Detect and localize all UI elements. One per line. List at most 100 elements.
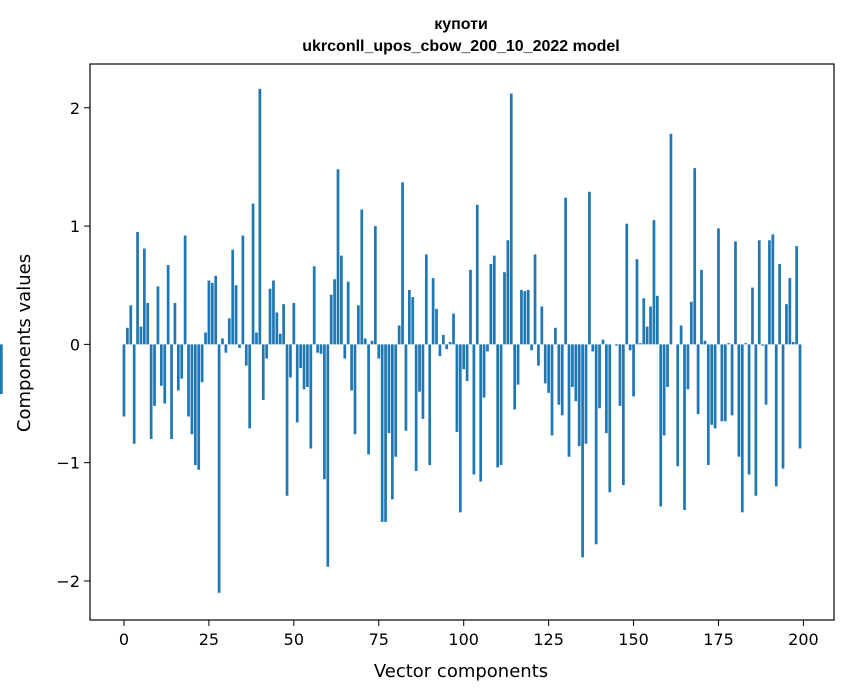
bar bbox=[122, 344, 126, 417]
bar bbox=[166, 265, 170, 345]
bar bbox=[479, 344, 483, 482]
bar bbox=[771, 234, 775, 345]
bar bbox=[306, 344, 309, 387]
bar bbox=[506, 240, 510, 345]
bar bbox=[577, 344, 581, 447]
bar bbox=[574, 344, 578, 402]
bar bbox=[238, 344, 241, 348]
bar bbox=[170, 344, 173, 440]
bar bbox=[340, 255, 343, 345]
bar bbox=[343, 344, 347, 359]
bar bbox=[234, 285, 238, 345]
bar bbox=[584, 344, 588, 444]
bar bbox=[180, 344, 184, 379]
x-tick-label: 0 bbox=[119, 630, 129, 649]
bar bbox=[628, 344, 632, 351]
bar bbox=[278, 333, 282, 345]
bar bbox=[391, 344, 394, 500]
bar bbox=[244, 344, 248, 366]
bar bbox=[217, 344, 221, 593]
bar bbox=[268, 288, 272, 345]
bar bbox=[387, 344, 391, 434]
bar bbox=[149, 344, 153, 440]
x-tick-label: 200 bbox=[788, 630, 819, 649]
x-tick-label: 75 bbox=[369, 630, 389, 649]
bar bbox=[136, 231, 139, 345]
bar bbox=[639, 343, 642, 345]
bar bbox=[486, 344, 489, 352]
bar bbox=[261, 344, 265, 400]
bar bbox=[363, 338, 367, 345]
bar bbox=[703, 340, 707, 345]
bar bbox=[669, 133, 673, 345]
bar bbox=[367, 344, 370, 455]
bar bbox=[618, 344, 622, 406]
bar bbox=[679, 325, 683, 345]
bar bbox=[272, 280, 275, 345]
bar bbox=[496, 344, 500, 468]
bar bbox=[632, 344, 635, 397]
bar bbox=[295, 344, 299, 423]
bar bbox=[706, 344, 710, 466]
bar bbox=[380, 344, 384, 522]
bar bbox=[159, 344, 163, 386]
bar bbox=[282, 304, 285, 345]
bar bbox=[785, 304, 788, 345]
bar bbox=[482, 344, 486, 398]
bar bbox=[360, 209, 364, 345]
bar bbox=[666, 344, 669, 387]
bar bbox=[509, 93, 513, 345]
bar bbox=[407, 289, 411, 345]
bar bbox=[370, 340, 374, 345]
bar bbox=[492, 255, 496, 345]
bar bbox=[214, 275, 218, 345]
bar bbox=[285, 344, 289, 496]
bar bbox=[550, 344, 554, 436]
bar bbox=[676, 344, 680, 467]
bar bbox=[652, 220, 656, 345]
bar bbox=[754, 344, 758, 496]
bar bbox=[421, 344, 425, 419]
bar bbox=[533, 254, 537, 345]
bar bbox=[126, 327, 129, 345]
bar bbox=[547, 344, 550, 393]
bar bbox=[591, 344, 595, 352]
bar bbox=[346, 281, 350, 345]
bar bbox=[353, 344, 357, 435]
bar bbox=[193, 344, 197, 466]
x-tick-label: 175 bbox=[703, 630, 734, 649]
x-axis-label: Vector components bbox=[374, 661, 548, 682]
bar bbox=[441, 334, 445, 345]
bar bbox=[635, 259, 639, 345]
bar bbox=[357, 305, 360, 345]
bar bbox=[662, 344, 666, 436]
bar bbox=[153, 344, 156, 406]
bar bbox=[594, 344, 598, 545]
bar bbox=[774, 344, 778, 487]
bar bbox=[309, 344, 313, 449]
bar bbox=[255, 332, 258, 345]
bar bbox=[312, 266, 316, 345]
bar bbox=[0, 344, 3, 395]
bar bbox=[543, 344, 547, 384]
bar bbox=[465, 344, 469, 382]
bar bbox=[768, 240, 771, 345]
bar bbox=[316, 344, 319, 353]
bar bbox=[401, 182, 404, 345]
bar bbox=[713, 344, 717, 429]
bar bbox=[571, 344, 574, 387]
bar bbox=[693, 168, 697, 345]
x-tick-label: 150 bbox=[618, 630, 649, 649]
bar bbox=[299, 344, 302, 369]
bar bbox=[645, 326, 649, 345]
bar bbox=[717, 228, 720, 345]
bar bbox=[435, 308, 438, 345]
bar bbox=[350, 344, 353, 391]
bar bbox=[683, 344, 686, 510]
y-axis-ticks: −2 −1 0 1 2 bbox=[56, 99, 90, 591]
bar bbox=[540, 306, 544, 345]
bar bbox=[336, 169, 340, 345]
bar bbox=[530, 344, 533, 351]
y-axis-label: Components values bbox=[14, 254, 35, 432]
bar bbox=[689, 301, 693, 345]
